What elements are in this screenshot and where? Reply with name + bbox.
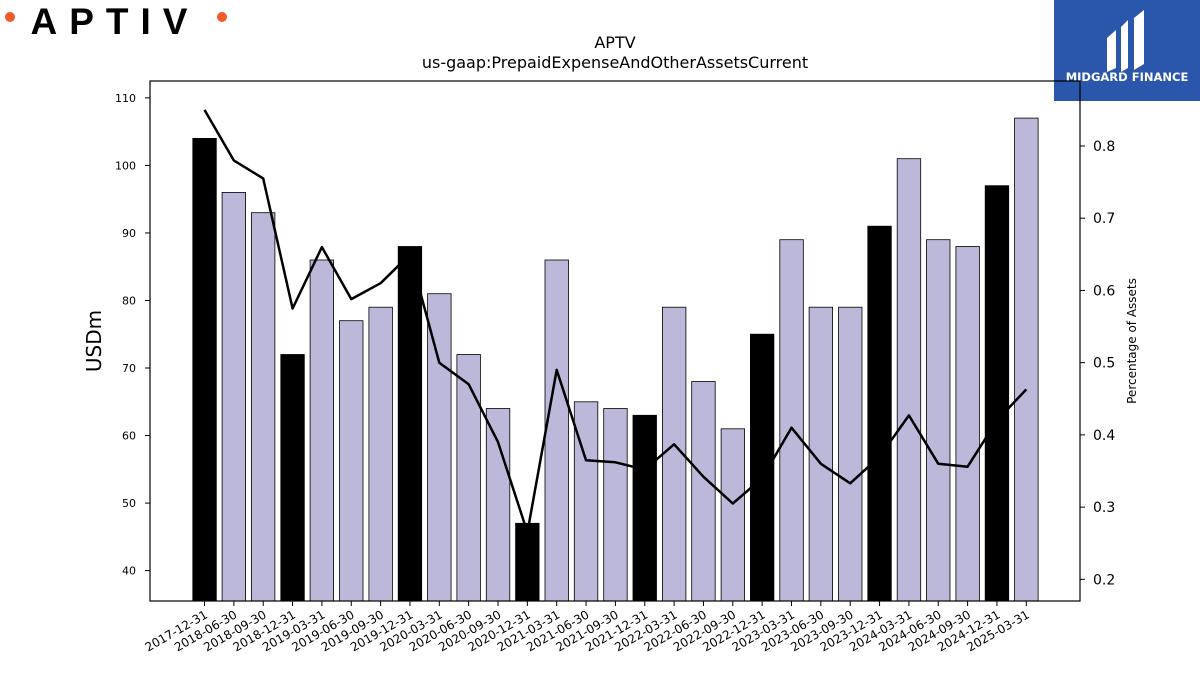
bar-2019-12-31: [397, 246, 423, 602]
aptiv-logo-text: APTIV: [31, 1, 200, 42]
percentage-line: [203, 109, 1028, 534]
bar-2021-12-31: [632, 414, 657, 602]
bar-2022-12-31: [750, 333, 775, 602]
logo-dot-left: [5, 12, 15, 22]
y2-tick-label: 0.3: [1093, 500, 1115, 516]
bar-2024-06-30: [926, 239, 951, 602]
bar-2025-03-31: [1014, 117, 1039, 602]
y2-tick-label: 0.4: [1093, 428, 1115, 444]
y2-tick-label: 0.2: [1093, 572, 1115, 588]
bar-2020-06-30: [456, 354, 481, 602]
bar-2019-03-31: [309, 259, 335, 602]
bar-2020-12-31: [515, 522, 540, 602]
y2-tick-label: 0.5: [1093, 356, 1115, 372]
y-tick-label: 70: [122, 362, 136, 375]
y-tick-label: 110: [115, 92, 136, 105]
line-series: [203, 109, 1028, 534]
bar-2021-09-30: [603, 408, 628, 602]
bar-series: [192, 117, 1039, 602]
midgard-logo-text: MIDGARD FINANCE: [1066, 70, 1189, 84]
logo-dot-right: [217, 12, 227, 22]
bar-2019-06-30: [339, 320, 364, 602]
chart-title: APTV: [594, 33, 635, 52]
midgard-logo-icon: [1107, 10, 1144, 72]
y2-axis-label: Percentage of Assets: [1125, 278, 1139, 404]
bar-2018-06-30: [221, 191, 247, 602]
bar-2020-03-31: [427, 293, 452, 602]
y-tick-label: 50: [122, 497, 136, 510]
midgard-finance-logo: MIDGARD FINANCE: [1054, 0, 1200, 101]
bar-2017-12-31: [192, 137, 217, 602]
bar-2024-12-31: [984, 185, 1010, 602]
aptiv-logo: APTIV: [5, 1, 227, 42]
bar-2018-12-31: [280, 354, 305, 602]
y2-tick-label: 0.7: [1093, 211, 1115, 227]
chart-subtitle: us-gaap:PrepaidExpenseAndOtherAssetsCurr…: [422, 53, 808, 72]
y-tick-label: 60: [122, 430, 136, 443]
y2-tick-label: 0.6: [1093, 283, 1115, 299]
bar-2024-09-30: [955, 246, 980, 602]
y-tick-label: 40: [122, 565, 136, 578]
bar-2022-09-30: [720, 428, 745, 602]
y-axis-left: 40 50 60 70 80 90 100 110: [115, 92, 150, 578]
x-axis: 2017-12-312018-06-302018-09-302018-12-31…: [143, 601, 1032, 654]
bar-2022-06-30: [691, 381, 716, 602]
bar-2023-09-30: [838, 306, 863, 602]
y-axis-label: USDm: [82, 310, 106, 372]
bar-2020-09-30: [485, 408, 511, 602]
y-tick-label: 100: [115, 159, 136, 172]
y-tick-label: 80: [122, 294, 136, 307]
bar-2019-09-30: [368, 306, 393, 602]
y-axis-right: 0.2 0.3 0.4 0.5 0.6 0.7 0.8: [1080, 139, 1115, 588]
bar-2021-03-31: [544, 259, 569, 602]
bar-2023-03-31: [779, 239, 804, 602]
bar-2018-09-30: [250, 212, 276, 602]
y2-tick-label: 0.8: [1093, 139, 1115, 155]
y-tick-label: 90: [122, 227, 136, 240]
bar-2023-12-31: [867, 225, 892, 602]
bar-2024-03-31: [896, 158, 922, 602]
